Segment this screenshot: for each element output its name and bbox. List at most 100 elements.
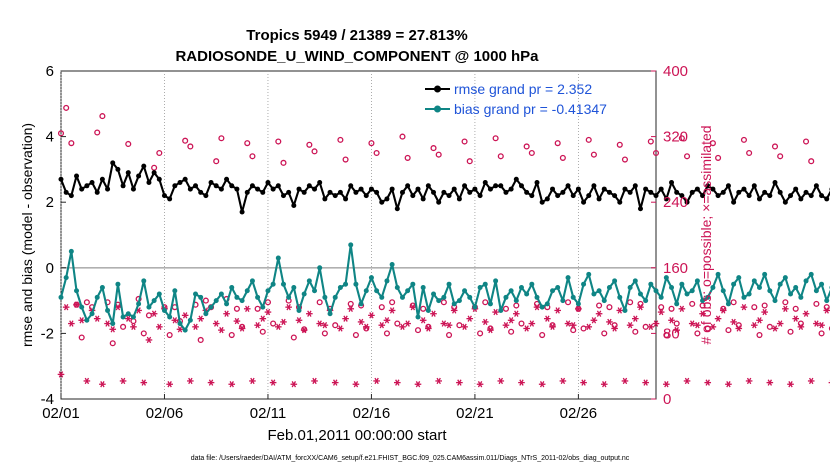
obs-assimilated-point	[306, 310, 313, 317]
rmse-data-point	[689, 189, 695, 195]
asterisk-stroke	[364, 323, 369, 331]
obs-possible-point	[68, 140, 75, 147]
obs-possible-point	[502, 305, 510, 312]
bias-data-point	[689, 288, 695, 294]
obs-assimilated-point	[528, 320, 536, 327]
obs-assimilated-point	[342, 315, 349, 322]
bias-data-point	[731, 281, 737, 287]
obs-assimilated-point	[616, 307, 624, 314]
bias-data-point	[674, 301, 680, 307]
obs-assimilated-point	[259, 315, 267, 322]
asterisk-stroke	[565, 320, 571, 327]
bias-data-point	[513, 298, 519, 304]
bias-data-point	[446, 281, 452, 287]
obs-possible-point	[554, 140, 561, 147]
asterisk-stroke	[767, 379, 773, 386]
bias-data-point	[596, 288, 602, 294]
obs-assimilated-point	[487, 326, 494, 334]
obs-possible-point	[213, 158, 220, 165]
y-tick-label: 4	[46, 129, 54, 146]
bias-data-point	[705, 294, 711, 300]
rmse-data-point	[741, 186, 747, 192]
obs-assimilated-point	[600, 381, 608, 388]
obs-possible-point	[818, 330, 825, 337]
bias-data-point	[808, 271, 814, 277]
rmse-data-point	[513, 176, 519, 182]
obs-assimilated-point	[533, 303, 541, 311]
obs-assimilated-point	[295, 317, 303, 324]
bias-data-point	[291, 284, 297, 290]
rmse-data-point	[725, 183, 731, 189]
asterisk-stroke	[441, 320, 447, 327]
rmse-data-point	[208, 180, 214, 186]
bias-data-point	[394, 284, 400, 290]
y2-tick-label: 400	[663, 63, 688, 80]
asterisk-stroke	[457, 379, 462, 386]
rmse-data-point	[788, 193, 794, 199]
asterisk-stroke	[483, 318, 488, 326]
obs-assimilated-point	[99, 381, 106, 388]
bias-data-point	[193, 291, 199, 297]
obs-assimilated-point	[642, 379, 649, 386]
asterisk-stroke	[260, 315, 265, 322]
rmse-data-point	[275, 183, 281, 189]
obs-possible-point	[420, 305, 427, 312]
rmse-data-point	[751, 183, 757, 189]
bias-data-point	[772, 298, 778, 304]
obs-possible-point	[709, 140, 716, 147]
obs-assimilated-point	[269, 379, 277, 386]
obs-assimilated-point	[264, 308, 272, 316]
obs-possible-point	[797, 320, 804, 327]
obs-assimilated-point	[497, 377, 505, 385]
asterisk-stroke	[95, 315, 100, 322]
obs-assimilated-point	[761, 308, 768, 316]
obs-possible-point	[477, 330, 484, 337]
rmse-data-point	[239, 209, 245, 215]
bias-data-point	[601, 298, 607, 304]
chart-subtitle: RADIOSONDE_U_WIND_COMPONENT @ 1000 hPa	[175, 48, 539, 65]
obs-assimilated-point	[776, 320, 784, 327]
bias-data-point	[669, 284, 675, 290]
obs-possible-point	[756, 331, 763, 339]
obs-possible-point	[715, 154, 722, 161]
obs-assimilated-point	[362, 323, 370, 331]
rmse-data-point	[560, 189, 566, 195]
asterisk-stroke	[793, 315, 798, 322]
obs-possible-point	[120, 323, 127, 330]
bias-data-point	[441, 294, 447, 300]
rmse-data-point	[368, 186, 374, 192]
x-axis-label: Feb.01,2011 00:00:00 start	[267, 427, 447, 444]
y2-tick-label: 320	[663, 129, 688, 146]
bias-data-point	[493, 278, 499, 284]
bias-data-point	[363, 288, 369, 294]
rmse-data-point	[508, 186, 514, 192]
obs-possible-point	[751, 304, 758, 311]
rmse-data-point	[332, 193, 338, 199]
rmse-data-point	[63, 189, 69, 195]
obs-possible-point	[621, 156, 629, 163]
obs-assimilated-point	[647, 323, 655, 331]
bias-data-point	[798, 294, 804, 300]
obs-assimilated-point	[130, 323, 137, 331]
obs-possible-point	[389, 299, 396, 306]
bias-data-point	[477, 284, 483, 290]
y-tick-label: 6	[46, 63, 54, 80]
obs-assimilated-point	[818, 322, 825, 329]
obs-assimilated-point	[280, 318, 287, 326]
obs-assimilated-point	[740, 303, 748, 311]
bias-data-point	[405, 288, 411, 294]
obs-possible-point	[678, 135, 685, 142]
grid	[60, 71, 579, 399]
obs-possible-point	[316, 299, 323, 306]
obs-possible-point	[813, 300, 820, 307]
rmse-data-point	[312, 186, 318, 192]
obs-assimilated-point	[554, 307, 561, 314]
rmse-data-point	[399, 189, 405, 195]
rmse-data-point	[705, 183, 711, 189]
asterisk-stroke	[524, 325, 529, 332]
obs-possible-point	[151, 164, 158, 171]
y-tick-label: 2	[46, 194, 54, 211]
obs-possible-point	[275, 138, 282, 145]
bias-data-point	[710, 284, 716, 290]
obs-assimilated-point	[171, 317, 179, 324]
